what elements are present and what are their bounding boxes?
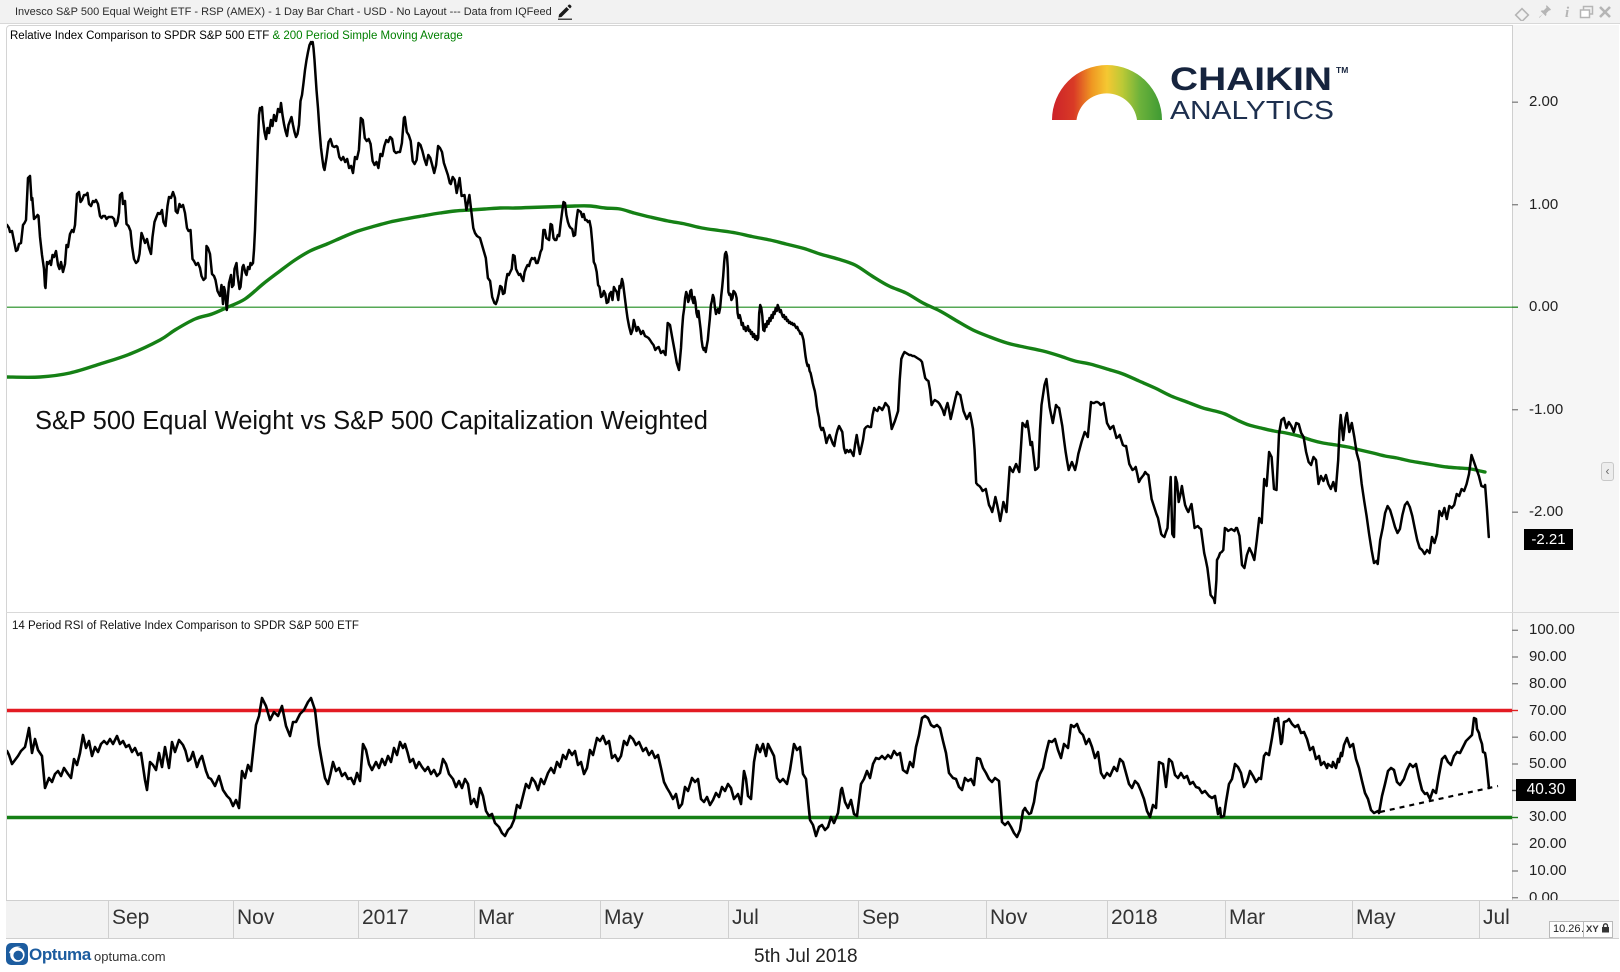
svg-text:i: i <box>1565 5 1570 21</box>
svg-text:TM: TM <box>1336 65 1348 75</box>
svg-text:ANALYTICS: ANALYTICS <box>1170 95 1334 125</box>
svg-text:CHAIKIN: CHAIKIN <box>1170 61 1332 97</box>
